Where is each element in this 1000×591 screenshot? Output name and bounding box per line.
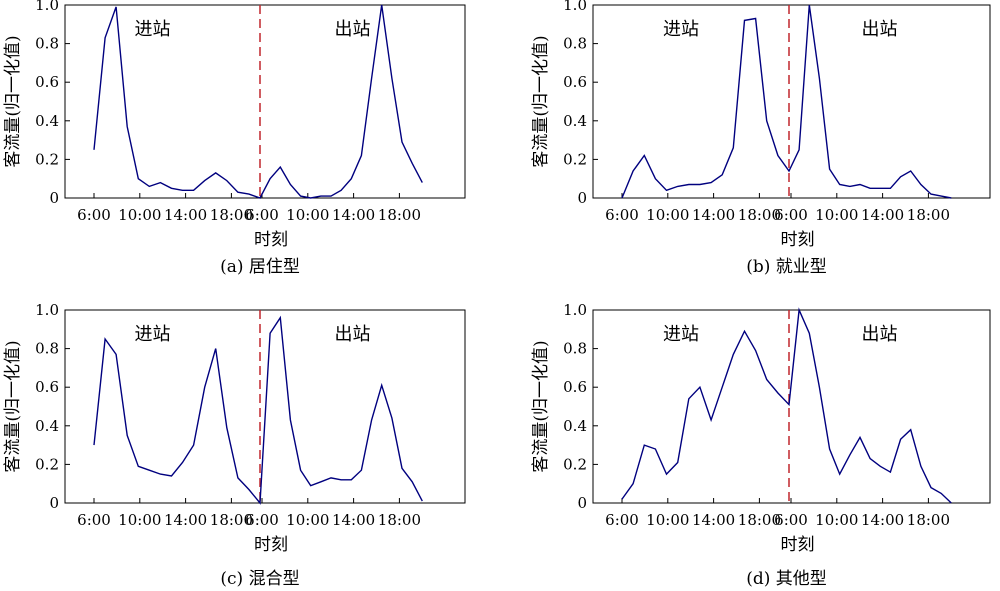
y-tick-label: 0.2 xyxy=(35,150,59,168)
y-tick-label: 1.0 xyxy=(35,0,59,14)
y-tick-label: 0.2 xyxy=(563,455,587,473)
x-tick-label: 14:00 xyxy=(332,206,375,224)
chart-panel-1: 00.20.40.60.81.06:00 10:00 14:00 18:006:00 1… xyxy=(3,0,466,277)
x-tick-label: 6:00 xyxy=(774,206,808,224)
x-tick-label: 6:00 xyxy=(245,511,279,529)
chart-panel-2: 00.20.40.60.81.06:00 10:00 14:00 18:006:00 1… xyxy=(531,0,991,277)
y-tick-label: 1.0 xyxy=(35,301,59,319)
x-tick-label: 18:00 xyxy=(738,206,781,224)
y-tick-label: 0 xyxy=(49,189,59,207)
y-axis-title: 客流量(归一化值) xyxy=(531,35,551,167)
x-tick-label: 14:00 xyxy=(164,206,207,224)
x-tick-label: 18:00 xyxy=(907,206,950,224)
x-tick-label: 14:00 xyxy=(861,206,904,224)
region-label-in: 进站 xyxy=(135,324,171,345)
x-tick-label: 10:00 xyxy=(286,206,329,224)
y-tick-label: 0.4 xyxy=(563,112,587,130)
series-line xyxy=(93,315,423,505)
y-tick-label: 0.8 xyxy=(563,35,587,53)
series-line xyxy=(621,4,952,199)
y-axis-title: 客流量(归一化值) xyxy=(3,35,23,167)
y-tick-label: 1.0 xyxy=(563,0,587,14)
region-label-out: 出站 xyxy=(862,19,898,40)
y-tick-label: 0 xyxy=(49,494,59,512)
region-label-out: 出站 xyxy=(862,324,898,345)
x-tick-label: 14:00 xyxy=(692,511,735,529)
region-label-in: 进站 xyxy=(663,19,699,40)
plot-frame xyxy=(592,309,991,504)
y-axis-title: 客流量(归一化值) xyxy=(3,340,23,472)
x-tick-label: 10:00 xyxy=(646,206,689,224)
series-line xyxy=(93,4,423,199)
x-tick-label: 10:00 xyxy=(118,511,161,529)
y-axis-title: 客流量(归一化值) xyxy=(531,340,551,472)
x-tick-label: 10:00 xyxy=(286,511,329,529)
x-tick-label: 14:00 xyxy=(692,206,735,224)
x-tick-label: 14:00 xyxy=(861,511,904,529)
chart-panel-3: 00.20.40.60.81.06:00 10:00 14:00 18:006:00 1… xyxy=(3,301,466,589)
x-tick-label: 6:00 xyxy=(605,511,639,529)
x-axis-title: 时刻 xyxy=(781,230,815,250)
x-tick-label: 14:00 xyxy=(164,511,207,529)
x-tick-label: 6:00 xyxy=(245,206,279,224)
x-tick-label: 14:00 xyxy=(332,511,375,529)
y-tick-label: 0.6 xyxy=(35,378,59,396)
plot-frame xyxy=(64,309,466,504)
panel-caption: (b) 就业型 xyxy=(746,257,827,277)
y-tick-label: 0.6 xyxy=(563,73,587,91)
y-tick-label: 0.2 xyxy=(563,150,587,168)
series-line xyxy=(621,307,952,504)
x-axis-title: 时刻 xyxy=(254,230,288,250)
x-tick-label: 6:00 xyxy=(77,206,111,224)
x-axis-title: 时刻 xyxy=(254,535,288,555)
region-label-out: 出站 xyxy=(335,19,371,40)
region-label-in: 进站 xyxy=(663,324,699,345)
x-axis-title: 时刻 xyxy=(781,535,815,555)
panel-caption: (c) 混合型 xyxy=(220,569,299,589)
y-tick-label: 1.0 xyxy=(563,301,587,319)
plot-frame xyxy=(64,4,466,199)
x-tick-label: 18:00 xyxy=(210,206,253,224)
x-tick-label: 10:00 xyxy=(118,206,161,224)
x-tick-label: 6:00 xyxy=(605,206,639,224)
x-tick-label: 18:00 xyxy=(378,511,421,529)
x-tick-label: 6:00 xyxy=(77,511,111,529)
x-tick-label: 10:00 xyxy=(646,511,689,529)
y-tick-label: 0.4 xyxy=(35,112,59,130)
y-tick-label: 0.8 xyxy=(35,340,59,358)
y-tick-label: 0.6 xyxy=(35,73,59,91)
x-tick-label: 10:00 xyxy=(815,511,858,529)
plot-frame xyxy=(592,4,991,199)
x-tick-label: 10:00 xyxy=(815,206,858,224)
region-label-out: 出站 xyxy=(335,324,371,345)
y-tick-label: 0 xyxy=(577,494,587,512)
x-tick-label: 18:00 xyxy=(378,206,421,224)
y-tick-label: 0.8 xyxy=(35,35,59,53)
y-tick-label: 0.4 xyxy=(35,417,59,435)
region-label-in: 进站 xyxy=(135,19,171,40)
y-tick-label: 0.2 xyxy=(35,455,59,473)
x-tick-label: 18:00 xyxy=(907,511,950,529)
panel-caption: (d) 其他型 xyxy=(746,569,827,589)
y-tick-label: 0.6 xyxy=(563,378,587,396)
x-tick-label: 6:00 xyxy=(774,511,808,529)
y-tick-label: 0.4 xyxy=(563,417,587,435)
y-tick-label: 0.8 xyxy=(563,340,587,358)
panel-caption: (a) 居住型 xyxy=(220,257,300,277)
y-tick-label: 0 xyxy=(577,189,587,207)
x-tick-label: 18:00 xyxy=(210,511,253,529)
chart-panel-4: 00.20.40.60.81.06:00 10:00 14:00 18:006:00 1… xyxy=(531,301,991,589)
x-tick-label: 18:00 xyxy=(738,511,781,529)
